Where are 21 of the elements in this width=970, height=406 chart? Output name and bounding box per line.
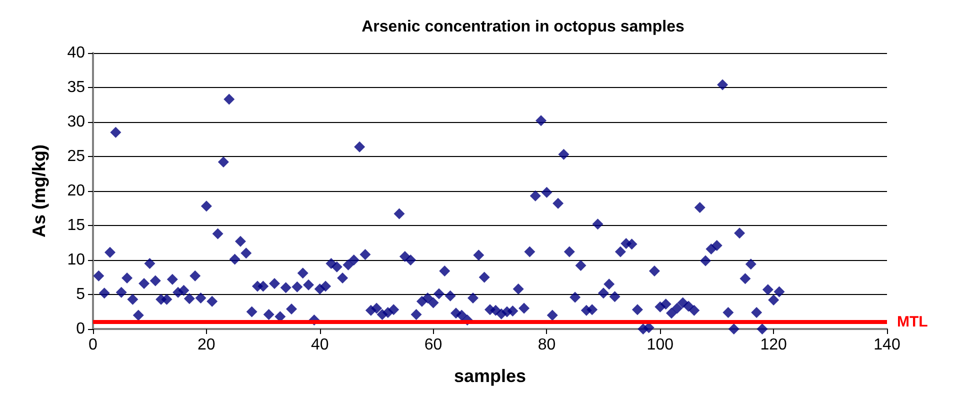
x-tick-label: 80 xyxy=(538,336,556,354)
y-tick-label: 20 xyxy=(67,182,86,200)
x-tick-label: 100 xyxy=(646,336,674,354)
y-tick-label: 10 xyxy=(67,252,86,268)
chart-title: Arsenic concentration in octopus samples xyxy=(362,18,684,36)
x-tick-label: 60 xyxy=(424,336,442,354)
x-tick-label: 140 xyxy=(874,336,900,354)
x-tick-label: 20 xyxy=(198,336,216,354)
y-tick-label: 30 xyxy=(67,114,86,130)
x-tick-label: 40 xyxy=(310,336,329,354)
x-axis-title: samples xyxy=(454,366,526,386)
y-tick-label: 35 xyxy=(67,79,86,96)
y-axis-title: As (mg/kg) xyxy=(29,144,49,238)
x-tick-label: 120 xyxy=(760,336,788,354)
y-tick-label: 15 xyxy=(67,217,86,234)
y-tick-label: 5 xyxy=(76,286,86,303)
ref-line-label: MTL xyxy=(897,314,928,331)
y-tick-label: 0 xyxy=(76,320,86,338)
y-tick-label: 40 xyxy=(67,44,86,62)
y-tick-label: 25 xyxy=(67,148,86,165)
x-tick-label: 0 xyxy=(88,336,98,354)
